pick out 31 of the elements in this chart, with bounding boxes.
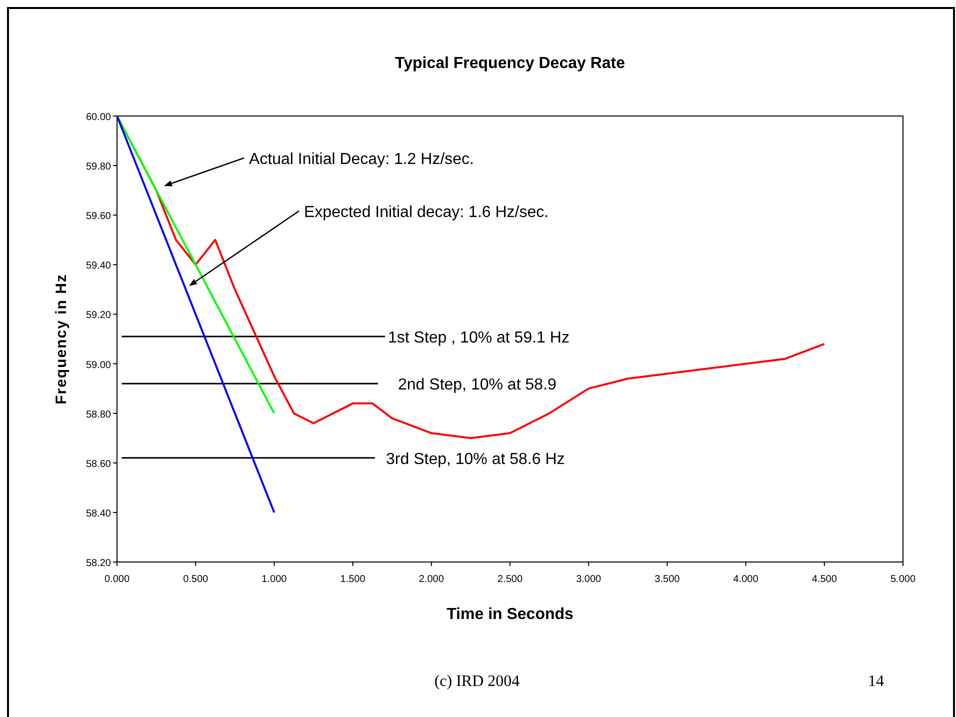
text: (c) IRD 2004	[434, 673, 520, 690]
annotation: Expected Initial decay: 1.6 Hz/sec.	[304, 204, 549, 221]
x-tick-label: 4.500	[812, 574, 838, 585]
y-tick-label: 59.20	[86, 310, 112, 322]
y-tick-label: 59.00	[86, 360, 112, 371]
x-axis-title: Time in Seconds	[446, 606, 574, 623]
ref-line-label: 3rd Step, 10% at 58.6 Hz	[386, 450, 565, 468]
x-tick-label: 3.000	[576, 574, 602, 585]
y-axis-title: Frequency in Hz	[53, 274, 70, 404]
x-tick-label: 0.500	[183, 574, 209, 585]
ref-line-label: 2nd Step, 10% at 58.9	[398, 376, 556, 394]
x-tick-label: 1.500	[340, 574, 366, 585]
y-tick-label: 58.40	[86, 508, 112, 520]
chart-title: Typical Frequency Decay Rate	[394, 55, 626, 72]
text: 14	[868, 673, 884, 690]
ref-line-label: 1st Step , 10% at 59.1 Hz	[388, 330, 570, 347]
x-tick-label: 1.000	[262, 574, 288, 585]
x-tick-label: 5.000	[890, 574, 916, 585]
y-tick-label: 59.80	[86, 162, 112, 173]
y-tick-label: 58.80	[86, 409, 112, 420]
y-tick-label: 60.00	[86, 112, 112, 123]
y-tick-label: 59.60	[86, 211, 112, 222]
y-tick-label: 58.20	[86, 558, 112, 569]
x-tick-label: 2.000	[418, 574, 444, 585]
x-tick-label: 4.000	[733, 574, 759, 585]
y-tick-label: 59.40	[86, 260, 112, 272]
x-tick-label: 2.500	[497, 574, 523, 585]
x-tick-label: 0.000	[104, 574, 130, 585]
annotation: Actual Initial Decay: 1.2 Hz/sec.	[249, 151, 474, 168]
y-tick-label: 58.60	[86, 458, 112, 470]
x-tick-label: 3.500	[654, 574, 680, 585]
